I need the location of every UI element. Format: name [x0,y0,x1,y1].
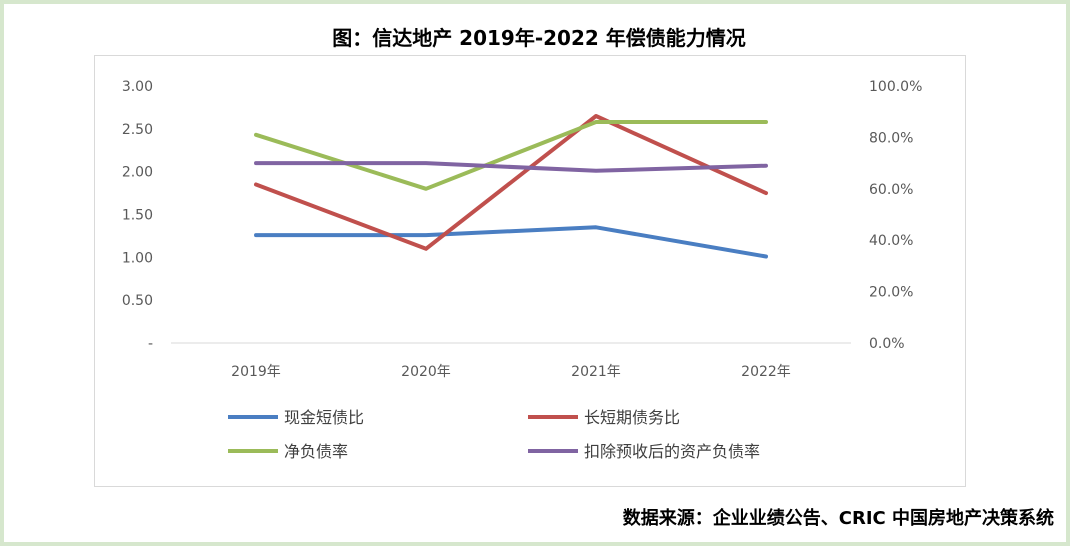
y-right-tick-label: 100.0% [869,79,922,95]
source-note: 数据来源：企业业绩公告、CRIC 中国房地产决策系统 [622,508,1054,529]
line-chart: 3.00 2.50 2.00 1.50 1.00 0.50 - 100.0% 80.0% 60.0… [122,79,923,461]
series-line [254,120,768,191]
y-left-tick-label: 2.00 [122,165,153,181]
chart-title: 图：信达地产 2019年-2022 年偿债能力情况 [332,26,746,50]
legend-label: 扣除预收后的资产负债率 [584,442,760,461]
y-left-tick-label: 2.50 [122,122,153,138]
y-right-tick-label: 80.0% [869,130,913,146]
y-right-tick-label: 40.0% [869,233,913,249]
y-right-tick-label: 60.0% [869,182,913,198]
x-tick-label: 2021年 [571,364,621,380]
x-tick-label: 2019年 [231,364,281,380]
series-line [254,225,768,259]
x-tick-label: 2022年 [741,364,791,380]
y-left-tick-label: 1.00 [122,250,153,266]
y-left-tick-label: 1.50 [122,208,153,224]
y-right-tick-label: 20.0% [869,285,913,301]
chart-area: 3.00 2.50 2.00 1.50 1.00 0.50 - 100.0% 80.0% 60.0… [94,55,966,487]
y-left-tick-label: 3.00 [122,79,153,95]
series-line [254,161,768,173]
y-right-tick-label: 0.0% [869,336,905,352]
x-tick-label: 2020年 [401,364,451,380]
series-line [254,114,768,251]
legend-label: 净负债率 [284,442,348,461]
legend-label: 现金短债比 [284,408,364,427]
legend-label: 长短期债务比 [584,408,680,427]
y-left-tick-label: - [148,336,153,352]
y-left-tick-label: 0.50 [122,293,153,309]
